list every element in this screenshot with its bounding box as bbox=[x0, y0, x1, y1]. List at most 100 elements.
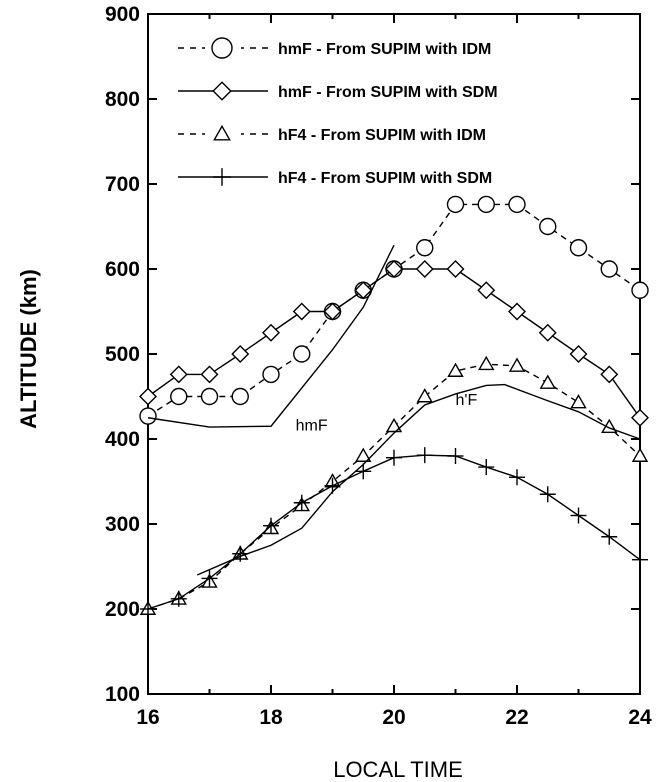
circle-marker bbox=[539, 217, 557, 236]
plus-marker bbox=[447, 448, 464, 464]
diamond-marker bbox=[415, 260, 434, 278]
plus-marker bbox=[509, 469, 525, 486]
circle-marker bbox=[211, 37, 233, 59]
circle-marker bbox=[139, 407, 157, 425]
y-tick-label: 800 bbox=[105, 88, 140, 111]
curve-labels: hmF h'F bbox=[296, 392, 478, 435]
triangle-marker bbox=[213, 124, 231, 141]
plus-marker bbox=[539, 486, 556, 503]
circle-marker bbox=[477, 195, 495, 214]
circle-marker bbox=[262, 365, 280, 384]
series-5 bbox=[196, 383, 641, 576]
y-tick-label: 700 bbox=[105, 173, 140, 196]
plus-marker bbox=[386, 449, 402, 466]
triangle-marker bbox=[539, 374, 556, 389]
x-tick-label: 18 bbox=[259, 706, 283, 729]
x-tick-label: 16 bbox=[136, 706, 159, 729]
diamond-marker bbox=[354, 281, 373, 300]
series-line bbox=[147, 203, 641, 417]
triangle-marker bbox=[447, 362, 464, 377]
y-axis-label: ALTITUDE (km) bbox=[16, 269, 41, 429]
series-4 bbox=[147, 244, 395, 428]
series-layer bbox=[139, 195, 649, 617]
triangle-marker bbox=[478, 355, 495, 371]
circle-marker bbox=[293, 345, 311, 363]
series-line bbox=[147, 454, 641, 610]
circle-marker bbox=[200, 387, 219, 406]
diamond-marker bbox=[323, 302, 342, 321]
legend-item-1: hmF - From SUPIM with SDM bbox=[178, 81, 498, 101]
triangle-marker bbox=[631, 447, 649, 462]
diamond-marker bbox=[477, 281, 496, 300]
x-tick-label: 20 bbox=[382, 706, 405, 729]
circle-marker bbox=[446, 195, 465, 214]
y-tick-label: 200 bbox=[105, 598, 140, 621]
x-tick-label: 22 bbox=[505, 706, 528, 729]
legend: hmF - From SUPIM with IDM hmF - From SUPI… bbox=[178, 36, 498, 187]
plus-marker bbox=[570, 507, 587, 524]
plus-marker bbox=[140, 601, 156, 617]
plot-area bbox=[147, 13, 641, 695]
circle-marker bbox=[631, 281, 649, 299]
plus-marker bbox=[213, 168, 231, 186]
plot-frame bbox=[147, 13, 641, 695]
diamond-marker bbox=[231, 345, 250, 363]
triangle-marker bbox=[570, 394, 587, 409]
diamond-marker bbox=[139, 387, 157, 406]
y-tick-label: 500 bbox=[105, 343, 140, 366]
legend-label: hmF - From SUPIM with SDM bbox=[278, 84, 498, 101]
x-axis-label: LOCAL TIME bbox=[333, 757, 463, 782]
triangle-marker bbox=[355, 447, 372, 462]
series-line bbox=[147, 363, 641, 610]
series-0 bbox=[139, 195, 649, 425]
triangle-marker bbox=[416, 388, 433, 403]
legend-item-3: hF4 - From SUPIM with SDM bbox=[178, 168, 492, 187]
diamond-marker bbox=[631, 408, 649, 427]
plus-marker bbox=[170, 590, 187, 607]
diamond-marker bbox=[538, 323, 557, 342]
plus-marker bbox=[478, 459, 495, 476]
plus-marker bbox=[632, 551, 648, 568]
circle-marker bbox=[600, 260, 618, 278]
diamond-marker bbox=[385, 260, 403, 278]
legend-item-2: hF4 - From SUPIM with IDM bbox=[178, 122, 486, 146]
curve-label: hmF bbox=[296, 418, 328, 435]
curve-label: h'F bbox=[456, 392, 478, 409]
plus-marker bbox=[201, 570, 218, 587]
diamond-marker bbox=[569, 345, 588, 363]
diamond-marker bbox=[446, 260, 465, 278]
y-tick-label: 100 bbox=[105, 683, 140, 706]
legend-label: hmF - From SUPIM with IDM bbox=[278, 41, 491, 58]
diamond-marker bbox=[200, 365, 219, 384]
triangle-marker bbox=[385, 417, 403, 433]
y-tick-label: 300 bbox=[105, 513, 140, 536]
series-line bbox=[196, 383, 641, 576]
plus-marker bbox=[293, 494, 310, 511]
plus-marker bbox=[263, 517, 279, 534]
diamond-marker bbox=[292, 302, 311, 321]
plus-marker bbox=[601, 528, 618, 545]
diamond-marker bbox=[262, 323, 280, 342]
plus-marker bbox=[355, 463, 372, 480]
series-line bbox=[147, 244, 395, 428]
y-tick-label: 900 bbox=[105, 3, 140, 26]
circle-marker bbox=[170, 387, 188, 406]
y-tick-label: 400 bbox=[105, 428, 140, 451]
circle-marker bbox=[569, 239, 588, 257]
legend-label: hF4 - From SUPIM with IDM bbox=[278, 127, 486, 144]
circle-marker bbox=[416, 239, 434, 257]
circle-marker bbox=[231, 387, 249, 406]
y-tick-label: 600 bbox=[105, 258, 140, 281]
series-3 bbox=[140, 447, 648, 617]
series-1 bbox=[139, 260, 649, 427]
triangle-marker bbox=[508, 357, 526, 372]
circle-marker bbox=[508, 195, 526, 214]
axis-ticks: 16 18 20 22 24 100 200 300 400 500 600 700 800 900 bbox=[105, 3, 652, 729]
diamond-marker bbox=[600, 365, 619, 384]
legend-label: hF4 - From SUPIM with SDM bbox=[278, 170, 492, 187]
legend-item-0: hmF - From SUPIM with IDM bbox=[178, 36, 491, 60]
diamond-marker bbox=[508, 302, 526, 321]
diamond-marker bbox=[169, 365, 188, 384]
plus-marker bbox=[416, 447, 433, 464]
